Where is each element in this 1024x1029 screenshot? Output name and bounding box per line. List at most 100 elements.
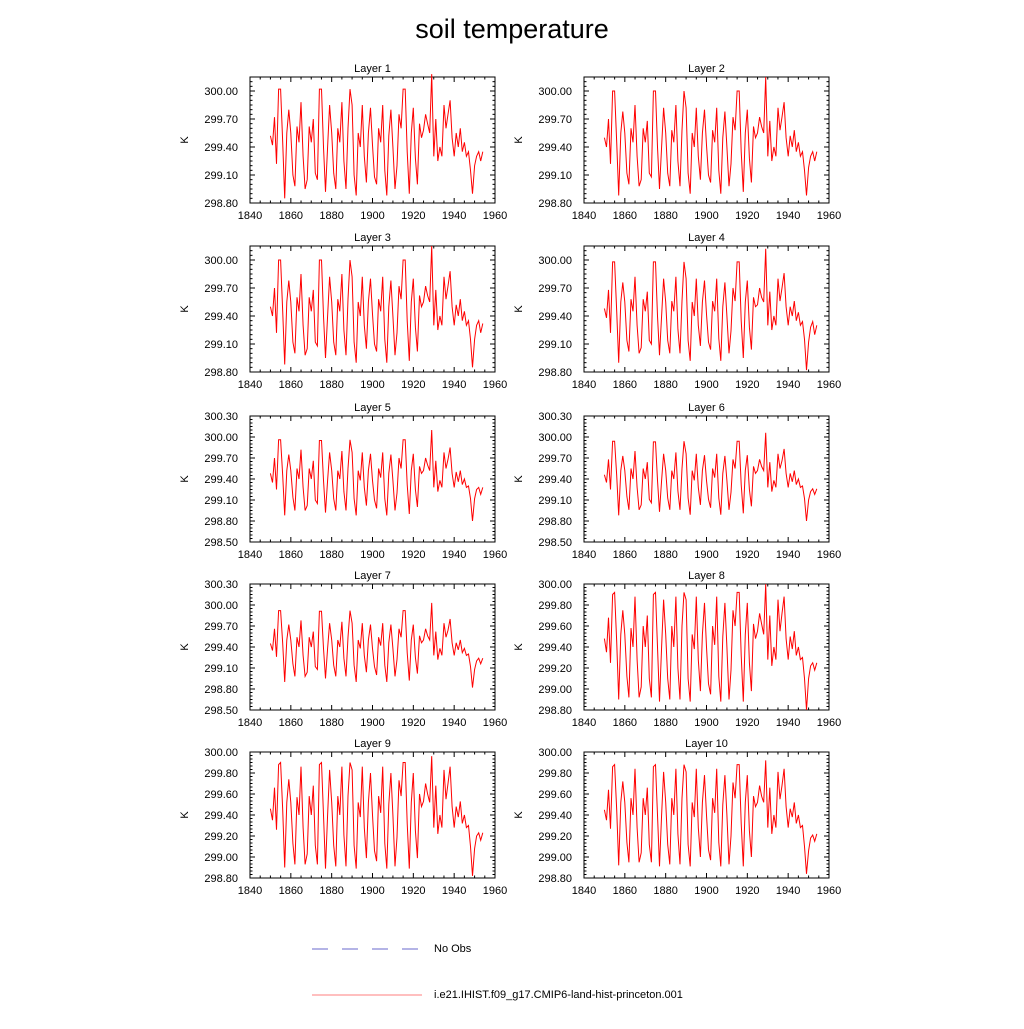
x-tick-label: 1920 — [401, 717, 425, 729]
x-tick-label: 1960 — [483, 210, 507, 222]
legend-swatch-solid — [312, 994, 422, 996]
x-tick-label: 1860 — [279, 379, 303, 391]
x-tick-label: 1900 — [694, 717, 718, 729]
y-tick-label: 299.40 — [538, 642, 572, 654]
x-tick-label: 1920 — [401, 885, 425, 897]
y-tick-label: 300.00 — [538, 432, 572, 444]
y-tick-label: 300.00 — [204, 432, 238, 444]
y-tick-label: 299.00 — [538, 684, 572, 696]
x-tick-label: 1880 — [653, 549, 677, 561]
y-tick-label: 299.70 — [538, 114, 572, 126]
y-tick-label: 299.10 — [538, 170, 572, 182]
y-tick-label: 300.00 — [538, 747, 572, 759]
x-tick-label: 1920 — [401, 379, 425, 391]
x-tick-label: 1880 — [653, 210, 677, 222]
y-tick-label: 299.20 — [538, 831, 572, 843]
y-tick-label: 299.10 — [538, 339, 572, 351]
x-tick-label: 1900 — [694, 885, 718, 897]
x-tick-label: 1960 — [483, 717, 507, 729]
panel-title: Layer 8 — [688, 570, 725, 582]
y-tick-label: 299.70 — [204, 453, 238, 465]
x-tick-label: 1860 — [613, 717, 637, 729]
chart-panel: Layer 3 K 1840 1860 1880 1900 1920 1940 1960 298.… — [179, 232, 507, 391]
x-tick-label: 1920 — [401, 549, 425, 561]
chart-panel: Layer 9 K 1840 1860 1880 1900 1920 1940 1960 298.… — [179, 738, 507, 897]
chart-panel: Layer 10 K 1840 1860 1880 1900 1920 1940 1960 298… — [513, 738, 841, 897]
y-tick-label: 299.60 — [204, 789, 238, 801]
x-tick-label: 1960 — [817, 549, 841, 561]
y-axis-label: K — [179, 475, 191, 483]
y-tick-label: 298.80 — [204, 873, 238, 885]
x-tick-label: 1900 — [360, 379, 384, 391]
y-tick-label: 298.50 — [538, 537, 572, 549]
x-tick-label: 1860 — [279, 210, 303, 222]
x-tick-label: 1840 — [572, 549, 596, 561]
y-axis-label: K — [513, 811, 525, 819]
y-tick-label: 300.00 — [204, 255, 238, 267]
x-tick-label: 1960 — [483, 379, 507, 391]
x-tick-label: 1860 — [613, 210, 637, 222]
y-tick-label: 299.60 — [538, 789, 572, 801]
x-tick-label: 1840 — [238, 379, 262, 391]
x-tick-label: 1840 — [572, 379, 596, 391]
legend-swatch-dashed — [312, 948, 422, 950]
x-tick-label: 1900 — [360, 210, 384, 222]
chart-panel: Layer 4 K 1840 1860 1880 1900 1920 1940 1960 298.… — [513, 232, 841, 391]
x-tick-label: 1840 — [572, 717, 596, 729]
x-tick-label: 1900 — [694, 379, 718, 391]
y-tick-label: 298.50 — [204, 705, 238, 717]
y-tick-label: 299.70 — [204, 283, 238, 295]
y-tick-label: 298.80 — [538, 367, 572, 379]
x-tick-label: 1860 — [613, 885, 637, 897]
x-tick-label: 1920 — [401, 210, 425, 222]
y-tick-label: 300.00 — [538, 579, 572, 591]
y-tick-label: 300.30 — [538, 411, 572, 423]
y-axis-label: K — [179, 305, 191, 313]
x-tick-label: 1940 — [776, 210, 800, 222]
x-tick-label: 1940 — [776, 379, 800, 391]
y-tick-label: 299.40 — [204, 311, 238, 323]
y-tick-label: 299.70 — [538, 453, 572, 465]
x-tick-label: 1840 — [572, 210, 596, 222]
y-axis-label: K — [513, 305, 525, 313]
y-tick-label: 299.20 — [204, 831, 238, 843]
y-tick-label: 299.70 — [204, 621, 238, 633]
x-tick-label: 1960 — [817, 379, 841, 391]
y-tick-label: 299.40 — [538, 810, 572, 822]
x-tick-label: 1960 — [483, 885, 507, 897]
y-tick-label: 299.80 — [204, 768, 238, 780]
y-tick-label: 299.70 — [204, 114, 238, 126]
x-tick-label: 1920 — [735, 210, 759, 222]
y-tick-label: 300.00 — [204, 747, 238, 759]
y-tick-label: 299.70 — [538, 283, 572, 295]
series-line — [269, 756, 484, 876]
y-tick-label: 298.80 — [204, 684, 238, 696]
x-tick-label: 1940 — [442, 885, 466, 897]
panel-title: Layer 10 — [685, 738, 728, 750]
x-tick-label: 1940 — [442, 379, 466, 391]
chart-panel: Layer 8 K 1840 1860 1880 1900 1920 1940 1960 298.… — [513, 570, 841, 729]
x-tick-label: 1920 — [735, 717, 759, 729]
y-axis-label: K — [179, 643, 191, 651]
y-tick-label: 299.60 — [538, 621, 572, 633]
panel-title: Layer 2 — [688, 63, 725, 75]
chart-panel: Layer 2 K 1840 1860 1880 1900 1920 1940 1960 298.… — [513, 63, 841, 222]
x-tick-label: 1940 — [776, 717, 800, 729]
y-tick-label: 299.40 — [204, 642, 238, 654]
chart-panel: Layer 7 K 1840 1860 1880 1900 1920 1940 1960 298.… — [179, 570, 507, 729]
x-tick-label: 1840 — [572, 885, 596, 897]
y-axis-label: K — [179, 811, 191, 819]
panel-title: Layer 1 — [354, 63, 391, 75]
x-tick-label: 1880 — [319, 885, 343, 897]
y-tick-label: 298.80 — [538, 198, 572, 210]
x-tick-label: 1840 — [238, 885, 262, 897]
y-tick-label: 298.80 — [204, 367, 238, 379]
y-tick-label: 300.30 — [204, 411, 238, 423]
y-axis-label: K — [179, 136, 191, 144]
x-tick-label: 1880 — [319, 549, 343, 561]
x-tick-label: 1900 — [694, 549, 718, 561]
x-tick-label: 1900 — [360, 717, 384, 729]
x-tick-label: 1960 — [483, 549, 507, 561]
x-tick-label: 1900 — [360, 549, 384, 561]
